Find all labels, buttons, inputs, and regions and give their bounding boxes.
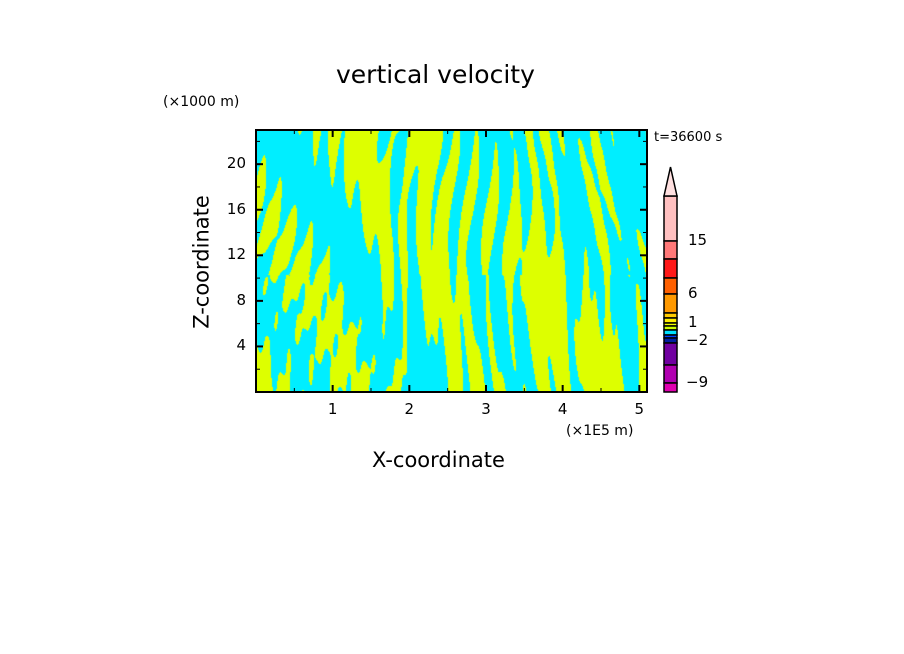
colorbar-extend-arrow	[663, 166, 678, 197]
plot-frame	[255, 129, 648, 393]
colorbar-label: −2	[686, 331, 709, 349]
colorbar-segment	[663, 293, 678, 314]
x-tick-label: 3	[481, 400, 491, 418]
y-tick-label: 12	[226, 245, 246, 264]
chart-title: vertical velocity	[336, 60, 535, 89]
colorbar-segment	[663, 364, 678, 384]
x-axis-label: X-coordinate	[372, 448, 505, 472]
x-tick-label: 1	[327, 400, 338, 418]
colorbar-segment	[663, 277, 678, 295]
x-tick-label: 4	[557, 400, 568, 418]
y-tick-label: 16	[226, 199, 246, 218]
colorbar-segment	[663, 382, 678, 393]
time-label: t=36600 s	[654, 130, 723, 145]
colorbar-segment	[663, 342, 678, 366]
contour-field	[256, 130, 647, 392]
colorbar-label: 1	[688, 313, 698, 331]
y-tick-label: 4	[236, 336, 246, 355]
y-unit-label: (×1000 m)	[163, 94, 240, 110]
colorbar-label: −9	[686, 373, 709, 391]
x-unit-label: (×1E5 m)	[566, 423, 634, 439]
colorbar-segment	[663, 258, 678, 279]
colorbar-label: 6	[688, 284, 698, 302]
y-tick-label: 20	[226, 154, 246, 173]
x-tick-label: 5	[634, 400, 645, 418]
colorbar-segment	[663, 240, 678, 260]
colorbar-segment	[663, 195, 678, 242]
x-tick-label: 2	[404, 400, 415, 418]
colorbar-label: 15	[688, 231, 708, 249]
y-tick-label: 8	[236, 290, 246, 309]
